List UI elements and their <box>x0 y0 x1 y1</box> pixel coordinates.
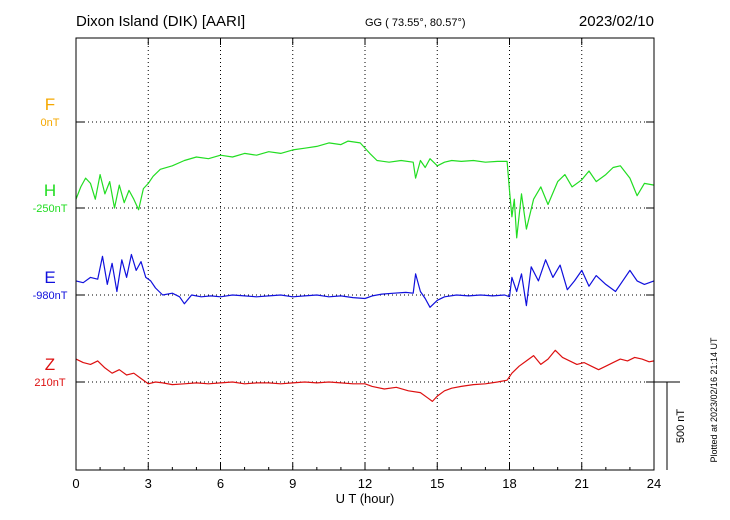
series-baseline-f: 0nT <box>41 117 60 129</box>
series-name-e: E <box>44 268 55 287</box>
series-line-z <box>75 349 655 402</box>
x-axis-label: U T (hour) <box>336 491 395 506</box>
plotted-timestamp: Plotted at 2023/02/16 21:14 UT <box>709 337 719 463</box>
x-tick-label: 18 <box>502 476 516 491</box>
scale-bar: 500 nT <box>654 381 687 470</box>
series-name-h: H <box>44 181 56 200</box>
x-tick-label: 15 <box>430 476 444 491</box>
x-tick-label: 6 <box>217 476 224 491</box>
x-tick-label: 0 <box>72 476 79 491</box>
station-title: Dixon Island (DIK) [AARI] <box>76 13 245 30</box>
x-tick-label: 3 <box>145 476 152 491</box>
series-baseline-e: -980nT <box>33 290 68 302</box>
scale-bar-label: 500 nT <box>675 409 687 444</box>
series-name-z: Z <box>45 355 55 374</box>
series-line-e <box>75 253 655 308</box>
series-lines <box>75 140 655 402</box>
series-baseline-h: -250nT <box>33 203 68 215</box>
series-baseline-z: 210nT <box>34 377 65 389</box>
x-tick-label: 24 <box>647 476 661 491</box>
x-tick-label: 12 <box>358 476 372 491</box>
x-axis-ticks: 0 3 6 9 12 15 18 21 24 <box>72 38 661 491</box>
series-name-f: F <box>45 95 55 114</box>
series-labels: F 0nT H -250nT E -980nT Z 210nT <box>33 95 68 389</box>
x-tick-label: 21 <box>575 476 589 491</box>
date-label: 2023/02/10 <box>579 13 654 30</box>
geographic-coords: GG ( 73.55°, 80.57°) <box>365 17 466 29</box>
grid <box>76 38 654 470</box>
series-line-h <box>75 140 655 239</box>
x-tick-label: 9 <box>289 476 296 491</box>
